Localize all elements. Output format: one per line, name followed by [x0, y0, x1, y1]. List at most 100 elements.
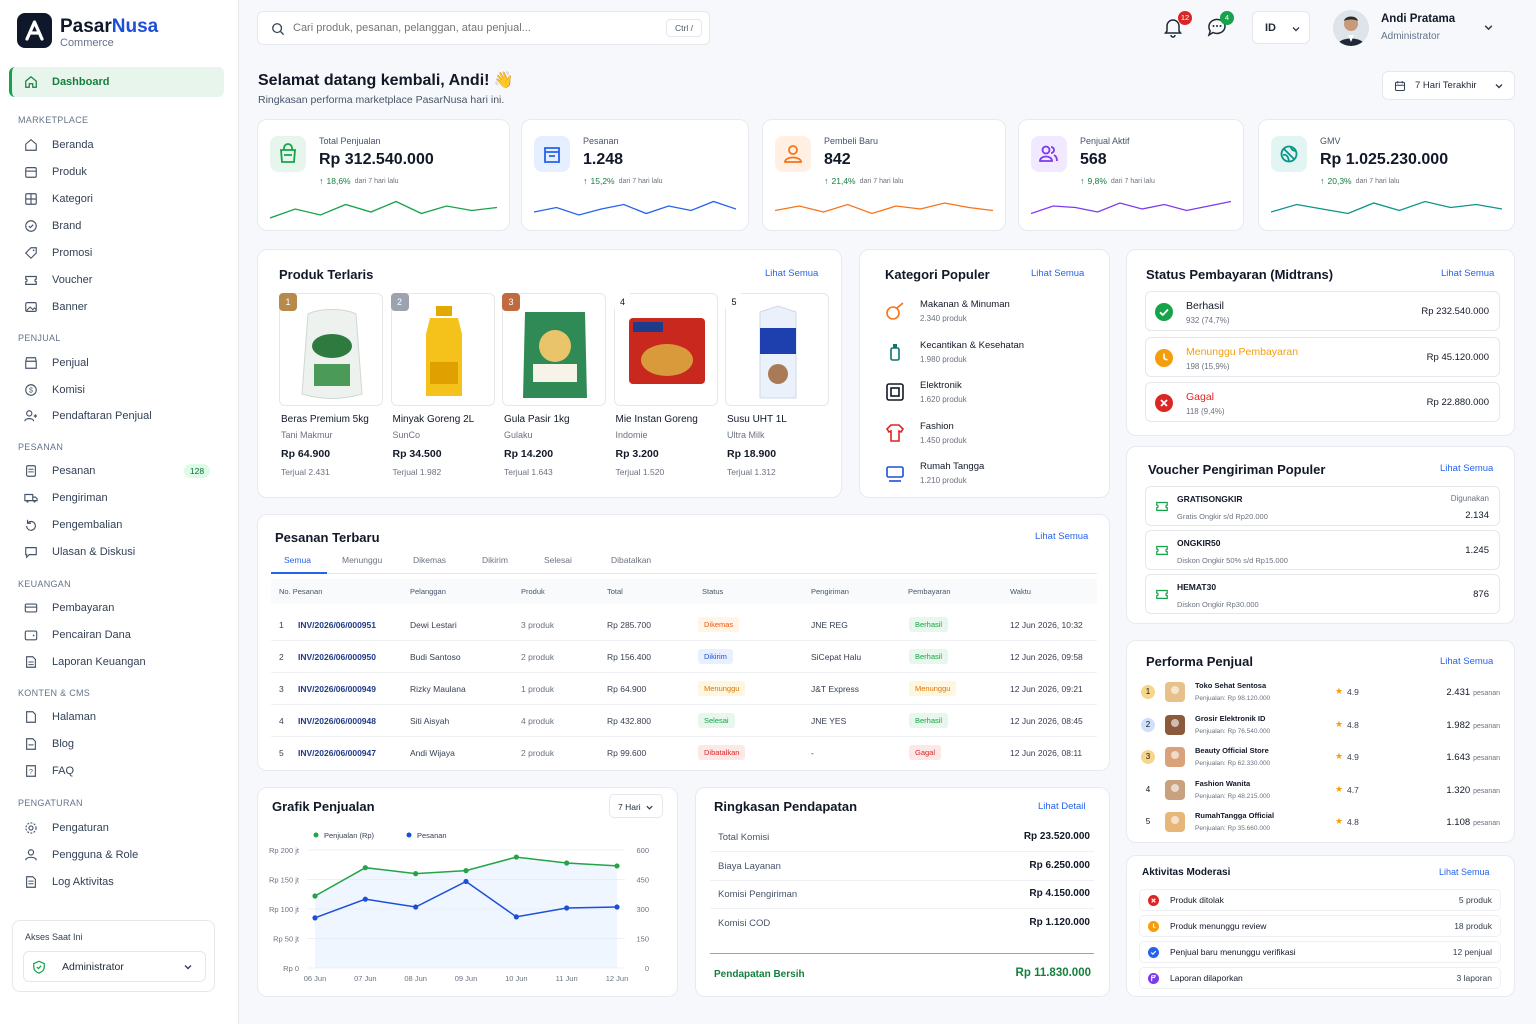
- sidebar-item-faq[interactable]: ? FAQ: [24, 761, 74, 781]
- voucher-row[interactable]: GRATISONGKIR Gratis Ongkir s/d Rp20.000 Di…: [1145, 486, 1500, 526]
- categories-link[interactable]: Lihat Semua: [1031, 268, 1085, 279]
- moderation-row[interactable]: Penjual baru menunggu verifikasi 12 penju…: [1139, 941, 1501, 963]
- order-invoice-link[interactable]: INV/2026/06/000949: [298, 684, 376, 694]
- orders-link[interactable]: Lihat Semua: [1035, 531, 1089, 542]
- sidebar-item-pesanan[interactable]: Pesanan: [24, 461, 95, 481]
- sidebar-item-log[interactable]: Log Aktivitas: [24, 872, 114, 892]
- voucher-row[interactable]: HEMAT30 Diskon Ongkir Rp30.000 876: [1145, 574, 1500, 614]
- sidebar-item-pendaftaran[interactable]: Pendaftaran Penjual: [24, 406, 152, 426]
- blog-icon: [26, 738, 36, 750]
- revenue-link[interactable]: Lihat Detail: [1038, 801, 1086, 812]
- product-item[interactable]: 3 Gula Pasir 1kg Gulaku Rp 14.200 Terjual 1.…: [502, 293, 606, 488]
- category-item[interactable]: Kecantikan & Kesehatan 1.980 produk: [882, 337, 1092, 369]
- payment-status-row[interactable]: Gagal 118 (9,4%) Rp 22.880.000: [1145, 382, 1500, 422]
- data-point[interactable]: [463, 878, 469, 885]
- sidebar-item-pengguna[interactable]: Pengguna & Role: [24, 845, 138, 865]
- vouchers-link[interactable]: Lihat Semua: [1440, 463, 1494, 474]
- data-point[interactable]: [513, 914, 519, 920]
- table-row[interactable]: 1 INV/2026/06/000951 Dewi Lestari 3 produk R…: [271, 611, 1097, 641]
- data-point[interactable]: [614, 904, 620, 910]
- sidebar-item-beranda[interactable]: Beranda: [24, 135, 94, 155]
- category-item[interactable]: Makanan & Minuman 2.340 produk: [882, 296, 1092, 328]
- seller-row[interactable]: 1 Toko Sehat Sentosa Penjualan: Rp 98.120.…: [1139, 679, 1504, 709]
- payment-status-row[interactable]: Berhasil 932 (74,7%) Rp 232.540.000: [1145, 291, 1500, 331]
- sidebar-item-pembayaran[interactable]: Pembayaran: [24, 598, 114, 618]
- brand-logo[interactable]: [17, 13, 52, 48]
- sidebar-item-promosi[interactable]: Promosi: [24, 243, 92, 263]
- seller-performance-link[interactable]: Lihat Semua: [1440, 656, 1494, 667]
- data-point[interactable]: [413, 871, 419, 877]
- date-range-select[interactable]: 7 Hari Terakhir: [1382, 71, 1515, 100]
- tab-dikirim[interactable]: Dikirim: [482, 555, 508, 565]
- sidebar-item-pencairan[interactable]: Pencairan Dana: [24, 625, 131, 645]
- data-point[interactable]: [614, 863, 620, 869]
- sidebar-item-halaman[interactable]: Halaman: [24, 707, 96, 727]
- data-point[interactable]: [362, 896, 368, 902]
- messages-button[interactable]: 4: [1206, 11, 1234, 40]
- moderation-link[interactable]: Lihat Semua: [1439, 867, 1490, 877]
- payment-status-row[interactable]: Menunggu Pembayaran 198 (15,9%) Rp 45.120.…: [1145, 336, 1500, 377]
- payment-status-link[interactable]: Lihat Semua: [1441, 268, 1495, 279]
- badge-icon: [25, 220, 37, 232]
- sidebar-item-blog[interactable]: Blog: [24, 734, 74, 754]
- data-point[interactable]: [564, 905, 570, 911]
- chart-range-select[interactable]: 7 Hari: [609, 794, 663, 818]
- data-point[interactable]: [312, 893, 318, 899]
- tab-selesai[interactable]: Selesai: [544, 555, 572, 565]
- tab-dibatalkan[interactable]: Dibatalkan: [611, 555, 652, 565]
- product-item[interactable]: 1 Beras Premium 5kg Tani Makmur Rp 64.900 Te…: [279, 293, 383, 488]
- moderation-row[interactable]: Laporan dilaporkan 3 laporan: [1139, 967, 1501, 989]
- sidebar-item-komisi[interactable]: $ Komisi: [24, 380, 85, 400]
- product-item[interactable]: 2 Minyak Goreng 2L SunCo Rp 34.500 Terjual 1…: [390, 293, 495, 488]
- product-item[interactable]: 5 Susu UHT 1L Ultra Milk Rp 18.900 Terjual 1…: [725, 293, 829, 488]
- data-point[interactable]: [564, 860, 570, 866]
- category-item[interactable]: Rumah Tangga 1.210 produk: [882, 458, 1092, 490]
- voucher-row[interactable]: ONGKIR50 Diskon Ongkir 50% s/d Rp15.000 1.…: [1145, 530, 1500, 570]
- data-point[interactable]: [312, 915, 318, 921]
- sidebar-item-brand[interactable]: Brand: [24, 216, 81, 236]
- data-point[interactable]: [362, 865, 368, 871]
- data-point[interactable]: [463, 868, 469, 874]
- sidebar-item-dashboard[interactable]: Dashboard: [24, 72, 109, 92]
- language-select[interactable]: ID: [1252, 11, 1310, 44]
- avatar[interactable]: [1333, 10, 1369, 46]
- table-row[interactable]: 2 INV/2026/06/000950 Budi Santoso 2 produk R…: [271, 643, 1097, 673]
- sidebar-item-voucher[interactable]: Voucher: [24, 270, 92, 290]
- data-point[interactable]: [413, 904, 419, 910]
- seller-row[interactable]: 3 Beauty Official Store Penjualan: Rp 62.3…: [1139, 744, 1504, 774]
- sidebar-item-banner[interactable]: Banner: [24, 297, 87, 317]
- seller-row[interactable]: 2 Grosir Elektronik ID Penjualan: Rp 76.54…: [1139, 712, 1504, 742]
- search-bar[interactable]: Ctrl /: [257, 11, 710, 45]
- sidebar-item-pengiriman[interactable]: Pengiriman: [24, 488, 108, 508]
- order-invoice-link[interactable]: INV/2026/06/000948: [298, 716, 376, 726]
- category-item[interactable]: Fashion 1.450 produk: [882, 418, 1092, 450]
- category-item[interactable]: Elektronik 1.620 produk: [882, 377, 1092, 409]
- tab-dikemas[interactable]: Dikemas: [413, 555, 447, 565]
- moderation-row[interactable]: Produk ditolak 5 produk: [1139, 889, 1501, 911]
- notification-button[interactable]: 12: [1162, 11, 1192, 40]
- order-invoice-link[interactable]: INV/2026/06/000951: [298, 620, 376, 630]
- sidebar-item-laporan[interactable]: Laporan Keuangan: [24, 652, 146, 672]
- sidebar-item-ulasan[interactable]: Ulasan & Diskusi: [24, 542, 135, 562]
- seller-row[interactable]: 4 Fashion Wanita Penjualan: Rp 48.215.000 ★…: [1139, 777, 1504, 807]
- search-input[interactable]: [293, 18, 653, 38]
- table-row[interactable]: 5 INV/2026/06/000947 Andi Wijaya 2 produk Rp…: [271, 739, 1097, 769]
- tab-semua[interactable]: Semua: [284, 555, 311, 565]
- tab-menunggu[interactable]: Menunggu: [342, 555, 383, 565]
- sidebar-item-pengembalian[interactable]: Pengembalian: [24, 515, 122, 535]
- sidebar-item-kategori[interactable]: Kategori: [24, 189, 93, 209]
- access-select[interactable]: Administrator: [23, 951, 206, 982]
- moderation-row[interactable]: Produk menunggu review 18 produk: [1139, 915, 1501, 937]
- seller-row[interactable]: 5 RumahTangga Official Penjualan: Rp 35.66…: [1139, 809, 1504, 839]
- product-item[interactable]: 4 Mie Instan Goreng Indomie Rp 3.200 Terjual…: [613, 293, 718, 488]
- sidebar-item-pengaturan[interactable]: Pengaturan: [24, 818, 109, 838]
- table-row[interactable]: 3 INV/2026/06/000949 Rizky Maulana 1 produk…: [271, 675, 1097, 705]
- sidebar-item-penjual[interactable]: Penjual: [24, 353, 89, 373]
- table-row[interactable]: 4 INV/2026/06/000948 Siti Aisyah 4 produk Rp…: [271, 707, 1097, 737]
- order-invoice-link[interactable]: INV/2026/06/000950: [298, 652, 376, 662]
- user-menu-chevron-icon[interactable]: [1483, 22, 1494, 33]
- order-invoice-link[interactable]: INV/2026/06/000947: [298, 748, 376, 758]
- sidebar-item-produk[interactable]: Produk: [24, 162, 87, 182]
- data-point[interactable]: [513, 854, 519, 860]
- top-products-link[interactable]: Lihat Semua: [765, 268, 819, 279]
